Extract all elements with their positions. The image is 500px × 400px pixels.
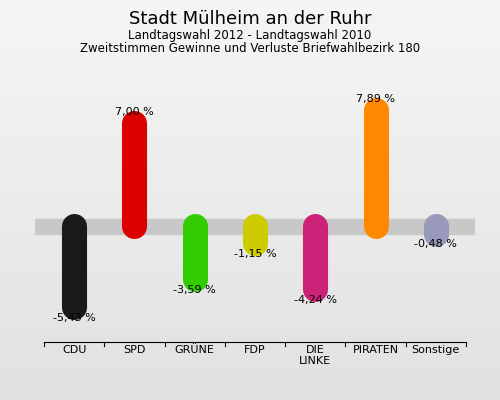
Text: CDU: CDU: [62, 345, 86, 355]
Text: SPD: SPD: [124, 345, 146, 355]
Text: Sonstige: Sonstige: [412, 345, 460, 355]
Text: -3,59 %: -3,59 %: [174, 285, 216, 295]
Text: Stadt Mülheim an der Ruhr: Stadt Mülheim an der Ruhr: [129, 10, 371, 28]
Text: Zweitstimmen Gewinne und Verluste Briefwahlbezirk 180: Zweitstimmen Gewinne und Verluste Briefw…: [80, 42, 420, 55]
Text: FDP: FDP: [244, 345, 266, 355]
Bar: [35, 218, 475, 234]
Text: GRÜNE: GRÜNE: [175, 345, 214, 355]
Text: 7,89 %: 7,89 %: [356, 94, 395, 104]
Text: 7,00 %: 7,00 %: [115, 107, 154, 117]
Text: DIE
LINKE: DIE LINKE: [299, 345, 332, 366]
Text: -4,24 %: -4,24 %: [294, 295, 337, 305]
Text: -1,15 %: -1,15 %: [234, 249, 276, 259]
Text: Landtagswahl 2012 - Landtagswahl 2010: Landtagswahl 2012 - Landtagswahl 2010: [128, 29, 372, 42]
Text: PIRATEN: PIRATEN: [352, 345, 399, 355]
Text: -5,43 %: -5,43 %: [53, 312, 96, 322]
Text: -0,48 %: -0,48 %: [414, 240, 458, 250]
